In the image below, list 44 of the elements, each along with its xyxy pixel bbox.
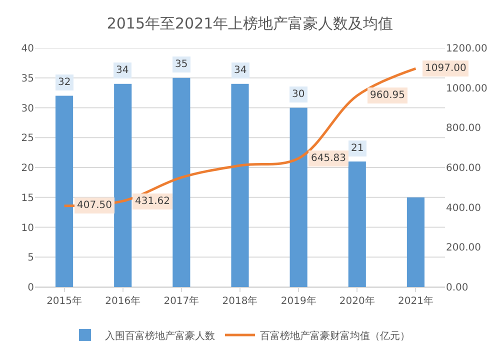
bar bbox=[172, 78, 190, 287]
bar bbox=[114, 84, 132, 287]
y2-tick-label: 400.00 bbox=[446, 202, 481, 214]
bar bbox=[406, 197, 424, 287]
y-tick-label: 25 bbox=[21, 133, 34, 144]
data-label: 645.83 bbox=[311, 153, 346, 164]
y-tick-label: 10 bbox=[21, 222, 34, 234]
x-tick-label: 2016年 bbox=[105, 295, 141, 307]
y-tick-label: 15 bbox=[21, 192, 34, 204]
y2-tick-label: 200.00 bbox=[446, 242, 481, 254]
data-label: 431.62 bbox=[135, 196, 170, 207]
y-tick-label: 30 bbox=[21, 103, 34, 114]
y2-tick-label: 1200.00 bbox=[446, 44, 488, 54]
bar bbox=[290, 108, 308, 287]
data-label: 30 bbox=[292, 89, 305, 100]
legend-label: 百富榜地产富豪财富均值（亿元） bbox=[260, 330, 410, 342]
y-tick-label: 40 bbox=[21, 44, 34, 54]
data-label: 34 bbox=[116, 65, 129, 76]
y-tick-label: 20 bbox=[21, 163, 34, 174]
bar bbox=[348, 162, 366, 287]
data-label: 21 bbox=[351, 143, 364, 154]
x-tick-label: 2020年 bbox=[339, 295, 375, 307]
data-label: 407.50 bbox=[77, 200, 112, 211]
y2-tick-label: 0.00 bbox=[446, 282, 468, 294]
x-tick-label: 2018年 bbox=[222, 295, 258, 307]
y-tick-label: 35 bbox=[21, 73, 34, 84]
x-tick-label: 2017年 bbox=[164, 295, 200, 307]
data-label: 34 bbox=[234, 65, 247, 76]
chart-title: 2015年至2021年上榜地产富豪人数及均值 bbox=[106, 14, 394, 33]
bar bbox=[56, 96, 74, 287]
y2-tick-label: 1000.00 bbox=[446, 83, 488, 94]
y-tick-label: 5 bbox=[28, 252, 34, 264]
data-label: 32 bbox=[58, 77, 71, 88]
data-label: 960.95 bbox=[370, 90, 405, 101]
data-label: 35 bbox=[175, 59, 188, 70]
y-tick-label: 0 bbox=[28, 282, 34, 294]
x-tick-label: 2019年 bbox=[280, 295, 316, 307]
data-label: 1097.00 bbox=[425, 63, 466, 74]
bar bbox=[231, 84, 249, 287]
y2-tick-label: 600.00 bbox=[446, 163, 481, 174]
x-tick-label: 2015年 bbox=[46, 295, 82, 307]
y2-tick-label: 800.00 bbox=[446, 123, 481, 134]
x-tick-label: 2021年 bbox=[398, 295, 434, 307]
legend-label: 入围百富榜地产富豪人数 bbox=[105, 330, 215, 342]
